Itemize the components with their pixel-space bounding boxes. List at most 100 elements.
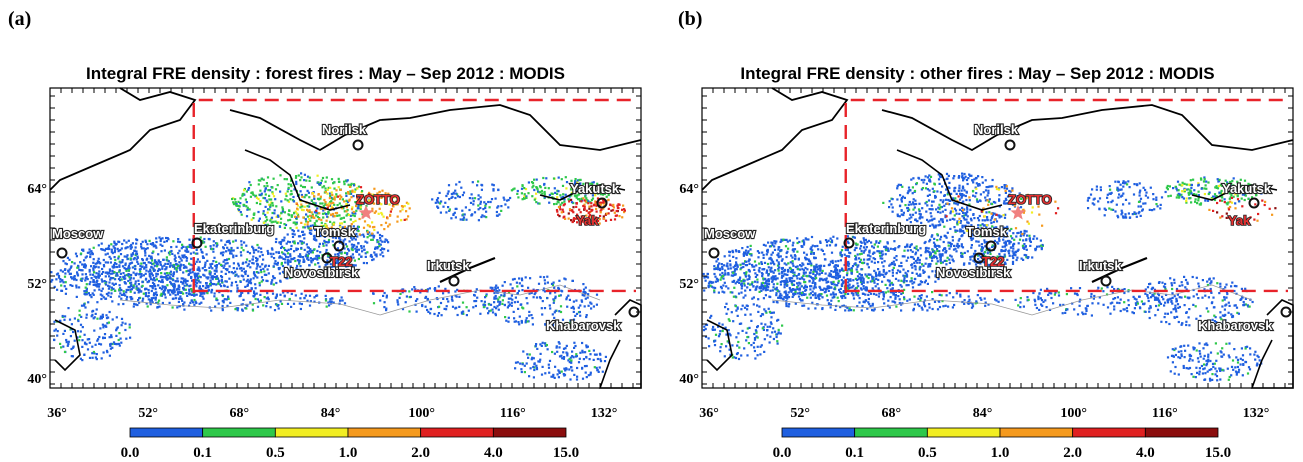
fire-pixel (589, 371, 592, 374)
fire-pixel (927, 265, 930, 268)
fire-pixel (342, 216, 345, 219)
fire-pixel (539, 352, 542, 355)
fire-pixel (447, 206, 450, 209)
fire-pixel (721, 290, 724, 293)
fire-pixel (99, 327, 102, 330)
fire-pixel (83, 333, 86, 336)
fire-pixel (379, 243, 382, 246)
fire-pixel (208, 270, 211, 273)
fire-pixel (159, 263, 162, 266)
fire-pixel (357, 225, 360, 229)
fire-pixel (328, 204, 331, 207)
fire-pixel (579, 314, 582, 317)
fire-pixel (156, 269, 160, 273)
fire-pixel (256, 276, 259, 279)
fire-pixel (357, 257, 360, 261)
fire-pixel (193, 298, 196, 302)
colorbar-segment (202, 427, 276, 438)
fire-pixel (792, 283, 796, 286)
fire-pixel (195, 248, 198, 251)
fire-pixel (496, 206, 499, 209)
fire-pixel (296, 204, 299, 207)
fire-pixel (829, 275, 832, 278)
fire-pixel (603, 204, 606, 207)
fire-pixel (424, 305, 427, 308)
fire-pixel (301, 208, 304, 212)
fire-pixel (206, 292, 209, 295)
fire-pixel (110, 289, 113, 292)
fire-pixel (381, 251, 384, 254)
fire-pixel (371, 232, 374, 235)
fire-pixel (448, 198, 451, 201)
fire-pixel (361, 213, 364, 216)
fire-pixel (936, 268, 940, 271)
fire-pixel (210, 291, 213, 294)
fire-pixel (814, 256, 817, 260)
fire-pixel (300, 221, 303, 224)
fire-pixel (814, 286, 817, 289)
fire-pixel (272, 252, 275, 255)
fire-pixel (282, 291, 285, 294)
fire-pixel (443, 307, 446, 310)
fire-pixel (178, 305, 181, 308)
fire-pixel (104, 275, 107, 278)
fire-pixel (767, 274, 770, 277)
fire-pixel (131, 266, 134, 269)
fire-pixel (544, 186, 547, 189)
fire-pixel (68, 268, 71, 271)
fire-pixel (612, 209, 615, 212)
fire-pixel (255, 256, 258, 260)
fire-pixel (821, 288, 824, 291)
fire-pixel (280, 302, 284, 305)
fire-pixel (216, 277, 220, 280)
fire-pixel (180, 259, 183, 262)
fire-pixel (307, 252, 310, 255)
fire-pixel (81, 269, 84, 272)
fire-pixel (378, 191, 381, 194)
fire-pixel (718, 262, 721, 265)
fire-pixel (134, 267, 137, 271)
fire-pixel (575, 312, 579, 315)
fire-pixel (831, 261, 834, 264)
fire-pixel (281, 245, 284, 248)
fire-pixel (153, 279, 157, 282)
fire-pixel (581, 366, 584, 369)
fire-pixel (273, 262, 276, 265)
fire-pixel (316, 256, 319, 260)
fire-pixel (224, 262, 227, 265)
fire-pixel (579, 178, 582, 181)
fire-pixel (742, 254, 745, 257)
fire-pixel (748, 269, 751, 272)
fire-pixel (584, 297, 587, 300)
fire-pixel (129, 290, 132, 293)
fire-pixel (138, 288, 141, 291)
fire-pixel (246, 304, 249, 307)
fire-pixel (166, 289, 169, 292)
fire-pixel (184, 249, 187, 252)
fire-pixel (98, 283, 101, 286)
fire-pixel (110, 248, 113, 251)
fire-pixel (447, 300, 450, 303)
fire-pixel (537, 202, 540, 205)
fire-pixel (120, 341, 123, 344)
fire-pixel (322, 185, 326, 188)
fire-pixel (266, 184, 269, 188)
fire-pixel (808, 279, 811, 282)
fire-pixel (919, 283, 922, 286)
fire-pixel (120, 278, 123, 281)
fire-pixel (194, 276, 197, 279)
fire-pixel (299, 184, 303, 187)
fire-pixel (593, 203, 596, 206)
fire-pixel (240, 254, 243, 257)
fire-pixel (855, 278, 859, 282)
fire-pixel (97, 272, 100, 275)
fire-pixel (150, 265, 153, 269)
fire-pixel (803, 278, 806, 281)
fire-pixel (283, 295, 286, 298)
fire-pixel (130, 296, 133, 299)
fire-pixel (198, 285, 201, 288)
fire-pixel (199, 276, 202, 279)
fire-pixel (270, 282, 273, 285)
fire-pixel (131, 242, 134, 245)
fire-pixel (766, 269, 769, 272)
